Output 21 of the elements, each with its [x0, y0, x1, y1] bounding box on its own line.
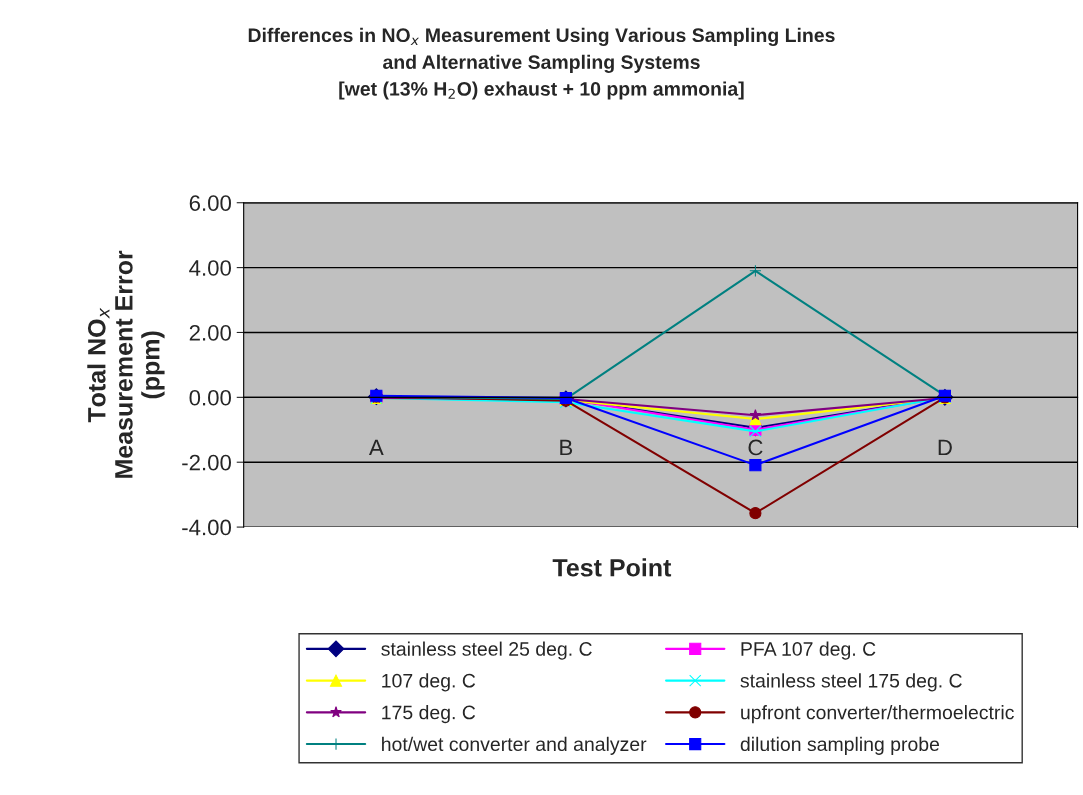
y-axis-title: Total NO$_{x}$ Measurement Error (ppm)	[87, 250, 165, 478]
chart-title: Differences in NO$_{x}$ Measurement Using Various Sampling Lines and Alternative Sampling Systems [wet (13% H$_{2}$O) exhaust + 10 ppm ammonia]	[248, 27, 835, 100]
legend-label: PFA 107 deg. C	[741, 641, 876, 660]
legend-label: 175 deg. C	[382, 705, 476, 724]
x-tick-label: B	[560, 439, 573, 456]
legend-label: hot/wet converter and analyzer	[382, 736, 647, 755]
x-tick-label: A	[368, 439, 384, 456]
legend-label: 107 deg. C	[382, 673, 476, 692]
x-axis-title: Test Point	[552, 558, 672, 577]
y-tick-label: 6.00	[189, 195, 231, 211]
legend-label: dilution sampling probe	[740, 736, 940, 755]
y-tick-label: 2.00	[189, 325, 231, 341]
x-tick-label: C	[748, 439, 763, 456]
legend-label: stainless steel 25 deg. C	[381, 641, 592, 660]
y-tick-label: -2.00	[182, 454, 232, 471]
y-tick-label: 4.00	[189, 260, 231, 276]
x-tick-label: D	[938, 439, 952, 456]
legend-label: upfront converter/thermoelectric	[741, 705, 1014, 724]
y-tick-label: -4.00	[182, 519, 232, 536]
legend-label: stainless steel 175 deg. C	[740, 673, 962, 692]
y-tick-label: 0.00	[189, 389, 231, 406]
